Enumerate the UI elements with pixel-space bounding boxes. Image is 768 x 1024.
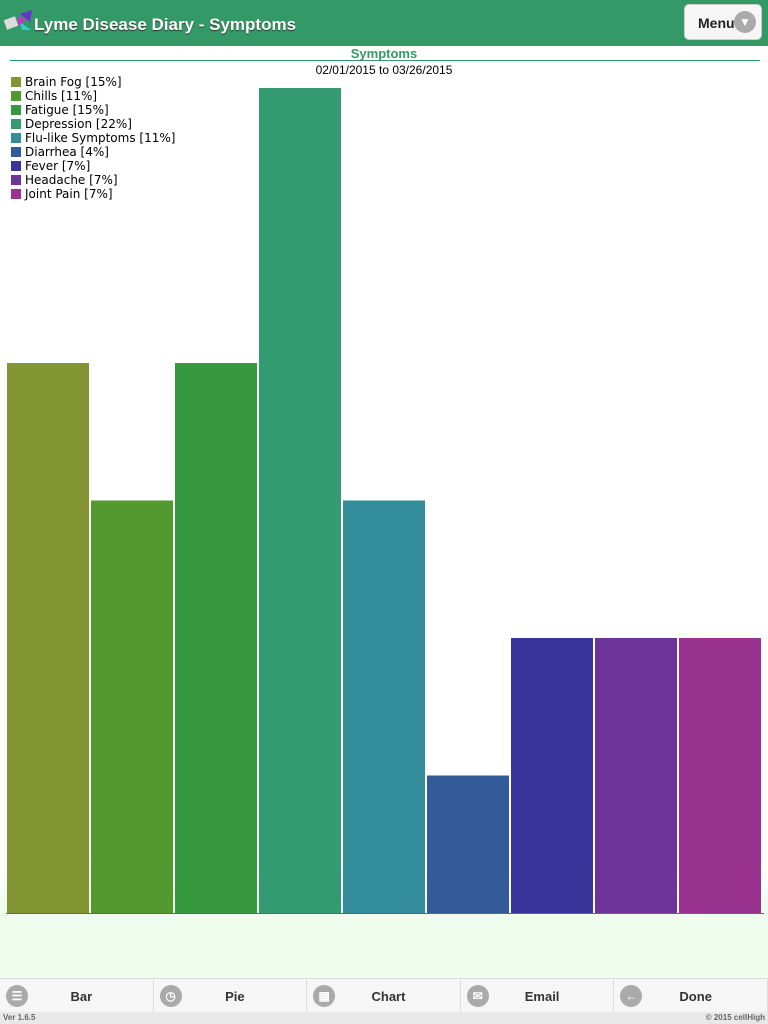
legend-label: Chills [11%] [25, 89, 98, 103]
menu-label: Menu [698, 15, 735, 31]
butterfly-book-logo-icon [4, 10, 32, 30]
legend-swatch [11, 77, 21, 87]
chart-button[interactable]: ▦ Chart [307, 979, 461, 1012]
legend-swatch [11, 91, 21, 101]
bar-diarrhea [427, 775, 509, 913]
menu-button[interactable]: Menu ▼ [684, 4, 762, 40]
app-header: Lyme Disease Diary - Symptoms Menu ▼ [0, 0, 768, 46]
legend-swatch [11, 161, 21, 171]
legend-item: Brain Fog [15%] [11, 75, 175, 89]
legend-label: Fever [7%] [25, 159, 91, 173]
button-label: Chart [371, 989, 406, 1004]
bar-chart [6, 88, 764, 914]
legend-item: Diarrhea [4%] [11, 145, 175, 159]
done-button[interactable]: ← Done [614, 979, 768, 1012]
chevron-down-icon: ▼ [734, 11, 756, 33]
button-label: Bar [70, 989, 93, 1004]
bar-joint-pain [679, 638, 761, 913]
legend-label: Depression [22%] [25, 117, 132, 131]
legend-label: Fatigue [15%] [25, 103, 109, 117]
legend-item: Fever [7%] [11, 159, 175, 173]
legend-label: Flu-like Symptoms [11%] [25, 131, 176, 145]
grid-icon: ▦ [313, 985, 336, 1007]
email-button[interactable]: ✉ Email [461, 979, 615, 1012]
bar-headache [595, 638, 677, 913]
bar-depression [259, 88, 341, 913]
legend-item: Headache [7%] [11, 173, 175, 187]
bar-chills [91, 500, 173, 913]
copyright-label: © 2015 cellHigh [705, 1013, 765, 1022]
pie-button[interactable]: ◷ Pie [154, 979, 308, 1012]
clock-icon: ◷ [159, 985, 182, 1007]
bar-fatigue [175, 363, 257, 913]
legend-label: Headache [7%] [25, 173, 118, 187]
legend-swatch [11, 175, 21, 185]
legend-label: Diarrhea [4%] [25, 145, 109, 159]
legend-swatch [11, 189, 21, 199]
bottom-toolbar: ☰ Bar ◷ Pie ▦ Chart ✉ Email ← Done [0, 978, 768, 1012]
legend-item: Joint Pain [7%] [11, 187, 175, 201]
legend-swatch [11, 119, 21, 129]
back-arrow-icon: ← [620, 985, 643, 1007]
button-label: Done [679, 989, 712, 1004]
version-label: Ver 1.6.5 [3, 1013, 36, 1022]
title-divider [10, 60, 760, 61]
legend-item: Depression [22%] [11, 117, 175, 131]
chart-legend: Brain Fog [15%] Chills [11%] Fatigue [15%]… [11, 75, 175, 201]
bar-brain-fog [7, 363, 89, 913]
bar-button[interactable]: ☰ Bar [0, 979, 154, 1012]
date-range: 02/01/2015 to 03/26/2015 [315, 63, 453, 77]
chart-title: Symptoms [350, 46, 418, 61]
bar-flu-like-symptoms [343, 500, 425, 913]
legend-swatch [11, 105, 21, 115]
legend-swatch [11, 147, 21, 157]
legend-label: Joint Pain [7%] [25, 187, 113, 201]
legend-item: Chills [11%] [11, 89, 175, 103]
page-title: Lyme Disease Diary - Symptoms [34, 15, 297, 34]
legend-label: Brain Fog [15%] [25, 75, 122, 89]
bar-fever [511, 638, 593, 913]
status-bar: Ver 1.6.5 © 2015 cellHigh [0, 1012, 768, 1024]
button-label: Pie [225, 989, 245, 1004]
mail-icon: ✉ [466, 985, 489, 1007]
chart-area: Symptoms 02/01/2015 to 03/26/2015 Brain … [0, 46, 768, 978]
button-label: Email [524, 989, 560, 1004]
legend-swatch [11, 133, 21, 143]
legend-item: Fatigue [15%] [11, 103, 175, 117]
list-icon: ☰ [6, 985, 28, 1007]
legend-item: Flu-like Symptoms [11%] [11, 131, 175, 145]
